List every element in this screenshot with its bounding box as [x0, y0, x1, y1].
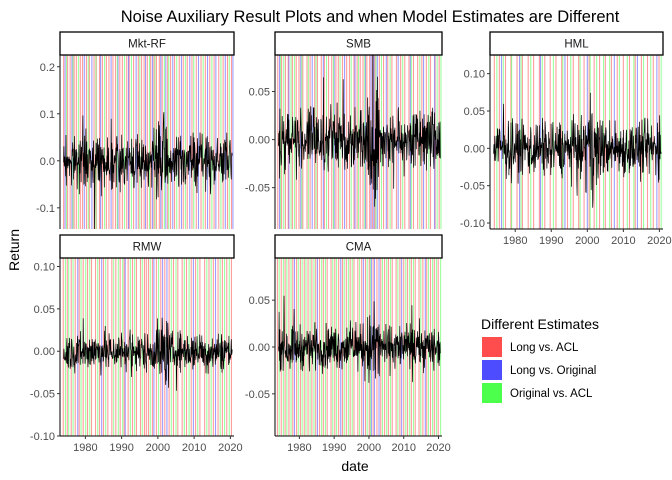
x-tick-label: 2010: [611, 235, 635, 247]
strip-box: [59, 234, 235, 259]
legend-items: Long vs. ACL Long vs. Original Original vs…: [482, 337, 596, 403]
legend-title: Different Estimates: [481, 316, 599, 332]
x-tick-label: 1990: [539, 235, 563, 247]
return-line: [63, 317, 233, 391]
legend-item-original-vs-acl: Original vs. ACL: [482, 383, 593, 403]
legend-label: Original vs. ACL: [510, 388, 593, 400]
return-line: [278, 55, 441, 207]
y-tick-label: 0.00: [34, 346, 55, 358]
x-tick-label: 2000: [575, 235, 599, 247]
x-tick-label: 1980: [73, 442, 97, 454]
x-tick-label: 2020: [426, 442, 450, 454]
panel-plot-area: [63, 55, 234, 229]
y-tick-label: 0.05: [464, 106, 485, 118]
x-tick-label: 1990: [322, 442, 346, 454]
y-tick-label: 0.10: [464, 69, 485, 81]
y-tick-label: -0.05: [30, 389, 55, 401]
x-tick-label: 2010: [182, 442, 206, 454]
x-tick-label: 1980: [503, 235, 527, 247]
return-line: [493, 92, 662, 208]
y-tick-label: 0.2: [40, 62, 55, 74]
x-tick-label: 2010: [391, 442, 415, 454]
x-axis-label: date: [341, 458, 368, 474]
y-tick-label: -0.10: [30, 431, 55, 443]
y-tick-label: 0.00: [464, 143, 485, 155]
x-tick-label: 1980: [287, 442, 311, 454]
y-tick-label: -0.1: [36, 203, 55, 215]
panel-hml: HML -0.10 -0.05 0.00 0.05 0.10 1980 1990 2000 201…: [460, 31, 672, 247]
legend-swatch: [482, 360, 502, 380]
strip-label: RMW: [133, 242, 162, 254]
strip-label: HML: [564, 39, 589, 51]
strip-box: [274, 234, 443, 259]
y-tick-label: 0.05: [249, 295, 270, 307]
panel-rmw: RMW -0.10 -0.05 0.00 0.05 0.10 1980 1990 2000 201…: [30, 234, 243, 454]
panel-plot-area: [277, 55, 442, 229]
strip-label: SMB: [346, 39, 371, 51]
legend-swatch: [482, 383, 502, 403]
panel-plot-area: [276, 258, 442, 436]
panel-smb: SMB -0.05 0.00 0.05: [245, 31, 443, 229]
x-tick-label: 2020: [647, 235, 671, 247]
return-line: [278, 295, 441, 383]
legend-swatch: [482, 337, 502, 357]
y-tick-label: 0.00: [249, 135, 270, 147]
panel-plot-area: [493, 55, 662, 229]
legend-item-long-vs-acl: Long vs. ACL: [482, 337, 579, 357]
y-axis-label: Return: [6, 229, 22, 271]
y-tick-label: 0.10: [34, 261, 55, 273]
legend-label: Long vs. Original: [510, 365, 596, 377]
y-tick-label: 0.1: [40, 109, 55, 121]
legend-item-long-vs-original: Long vs. Original: [482, 360, 596, 380]
panel-mkt-rf: Mkt-RF -0.1 0.0 0.1 0.2: [36, 31, 235, 229]
strip-box: [489, 31, 664, 56]
y-tick-label: 0.0: [40, 156, 55, 168]
y-tick-label: -0.05: [245, 389, 270, 401]
y-tick-label: -0.05: [245, 183, 270, 195]
legend-label: Long vs. ACL: [510, 342, 579, 354]
x-tick-label: 2000: [146, 442, 170, 454]
y-tick-label: 0.05: [34, 304, 55, 316]
chart-title: Noise Auxiliary Result Plots and when Mo…: [121, 8, 620, 26]
strip-label: CMA: [346, 242, 372, 254]
panel-plot-area: [62, 258, 233, 436]
x-tick-label: 2020: [218, 442, 242, 454]
return-line: [63, 112, 233, 229]
x-tick-label: 2000: [357, 442, 381, 454]
strip-label: Mkt-RF: [128, 39, 166, 51]
strip-box: [59, 31, 235, 56]
panel-cma: CMA -0.05 0.00 0.05 1980 1990 2000 2010 2020: [245, 234, 451, 454]
y-tick-label: -0.10: [460, 218, 485, 230]
y-tick-label: -0.05: [460, 181, 485, 193]
x-tick-label: 1990: [109, 442, 133, 454]
y-tick-label: 0.05: [249, 87, 270, 99]
facet-panels: Mkt-RF -0.1 0.0 0.1 0.2 SMB -0.05 0.00 0.05 HML -0…: [30, 31, 672, 454]
strip-box: [274, 31, 443, 56]
y-tick-label: 0.00: [249, 342, 270, 354]
